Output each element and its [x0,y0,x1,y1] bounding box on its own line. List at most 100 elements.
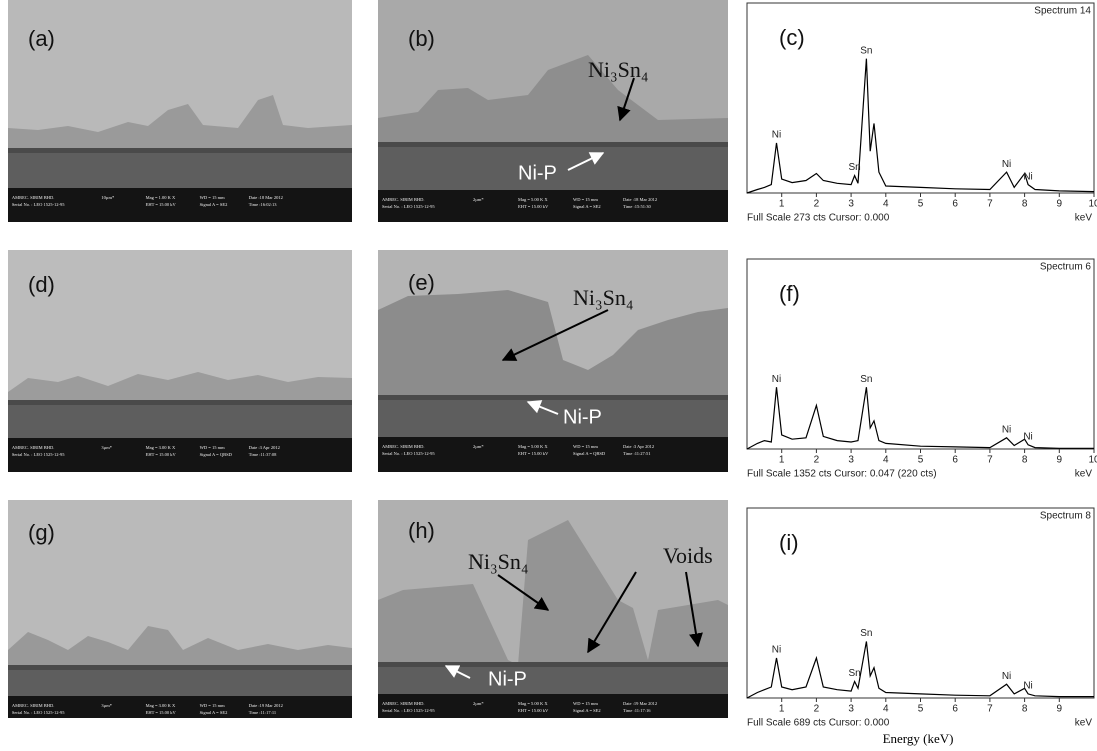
info-text: Mag = 5.00 K X [518,444,548,449]
info-text: Serial No. : LEO 1525-12-95 [382,708,435,713]
info-bar [378,437,728,472]
arrow [444,665,471,679]
peak-label: Ni [772,130,781,141]
info-text: EHT = 15.00 kV [518,204,549,209]
info-text: Time :11:27:51 [623,451,651,456]
imc-layer [378,520,728,665]
spectrum: Spectrum 14 (c) 1 2 3 4 5 6 7 8 9 10 Ni Sn Sn Ni Ni Full … [746,2,1097,224]
peak-label: Ni [1002,424,1011,435]
peak-label: Ni [772,374,781,385]
peak-label: Sn [848,668,860,679]
info-text: Time :11:37:08 [249,452,277,457]
panel-label: (h) [408,518,435,543]
substrate [378,400,728,437]
ni-p-layer [8,148,352,153]
info-bar [8,188,352,222]
ni-p-layer [378,142,728,147]
x-tick-label: 9 [1057,455,1063,466]
peak-label: Sn [860,628,872,639]
info-text: Serial No. : LEO 1525-12-95 [382,204,435,209]
imc-layer [378,290,728,398]
info-text: Time :16:02:13 [249,202,277,207]
arrow [501,309,609,361]
sem-image: (b) AMREC. SIRIM BHD. Serial No. : LEO 152… [378,0,728,222]
x-tick-label: 8 [1022,704,1028,715]
x-tick-label: 6 [952,704,958,715]
x-tick-label: 1 [779,455,785,466]
imc-layer [8,626,352,668]
spectrum-line [746,387,1094,450]
info-text: Date :19 Mar 2012 [623,701,657,706]
panel-label: (g) [28,520,55,545]
info-text: 3µm* [101,445,112,450]
x-tick-label: 7 [987,455,993,466]
info-text: EHT = 15.00 kV [518,708,549,713]
x-tick-label: 1 [779,704,785,715]
x-tick-label: 5 [918,704,924,715]
imc-layer [378,55,728,160]
sem-image: (d) AMREC. SIRIM BHD. Serial No. : LEO 152… [8,250,352,472]
arrow [497,574,550,611]
arrow [526,400,559,415]
spectrum-title: Spectrum 8 [1040,511,1092,522]
peak-label: Sn [860,45,872,56]
arrow [617,77,635,122]
x-tick-label: 5 [918,199,924,210]
annotation: Ni-P [563,406,602,428]
peak-label: Ni [1002,159,1011,170]
info-text: WD = 15 mm [573,444,598,449]
spectrum-subtitle: Full Scale 1352 cts Cursor: 0.047 (220 c… [747,469,937,480]
x-tick-label: 1 [779,199,785,210]
panel-label: (i) [779,530,799,555]
x-tick-label: 10 [1088,199,1097,210]
spectrum-subtitle: Full Scale 273 cts Cursor: 0.000 [747,213,890,224]
x-tick-label: 3 [848,199,854,210]
info-text: Signal A = SE2 [573,204,601,209]
x-tick-label: 9 [1057,199,1063,210]
spectrum-subtitle: Full Scale 689 cts Cursor: 0.000 [747,718,890,729]
peak-label: Ni [772,645,781,656]
info-text: EHT = 15.00 kV [146,452,177,457]
sem-image: (e) AMREC. SIRIM BHD. Serial No. : LEO 152… [378,250,728,472]
info-text: EHT = 15.00 kV [518,451,549,456]
sem-image: (h) AMREC. SIRIM BHD. Serial No. : LEO 152… [378,500,728,718]
info-text: 3µm* [101,703,112,708]
info-text: 2µm* [473,444,484,449]
info-text: Serial No. : LEO 1525-12-95 [12,710,65,715]
info-text: Serial No. : LEO 1525-12-95 [12,452,65,457]
plot-frame [746,507,1095,699]
x-tick-label: 7 [987,199,993,210]
substrate [378,147,728,190]
x-tick-label: 2 [814,704,820,715]
info-text: Signal A = SE2 [200,710,228,715]
info-text: EHT = 15.00 kV [146,202,177,207]
x-unit: keV [1075,469,1093,480]
info-bar [8,696,352,718]
x-tick-label: 6 [952,455,958,466]
info-text: Date :3 Apr 2012 [623,444,654,449]
x-tick-label: 7 [987,704,993,715]
info-text: AMREC. SIRIM BHD. [382,197,425,202]
info-text: Mag = 3.00 K X [146,445,176,450]
info-text: Signal A = QBSD [573,451,606,456]
spectrum-title: Spectrum 6 [1040,262,1092,273]
annotation: Ni₃Sn₄ [573,285,634,310]
panel-label: (e) [408,270,435,295]
panel-label: (b) [408,26,435,51]
info-text: AMREC. SIRIM BHD. [12,703,55,708]
substrate [378,667,728,694]
info-text: 2µm* [473,197,484,202]
info-text: Time :11:17:16 [623,708,651,713]
x-unit: keV [1075,213,1093,224]
x-tick-label: 4 [883,455,889,466]
info-text: WD = 15 mm [573,701,598,706]
substrate [8,405,352,438]
spectrum-line [746,58,1095,194]
peak-label: Ni [1002,671,1011,682]
info-text: 2µm* [473,701,484,706]
info-text: Serial No. : LEO 1525-12-95 [382,451,435,456]
info-text: WD = 15 mm [200,445,225,450]
annotation: Ni₃Sn₄ [588,57,649,82]
info-bar [8,438,352,472]
info-text: Date :19 Mar 2012 [249,703,283,708]
